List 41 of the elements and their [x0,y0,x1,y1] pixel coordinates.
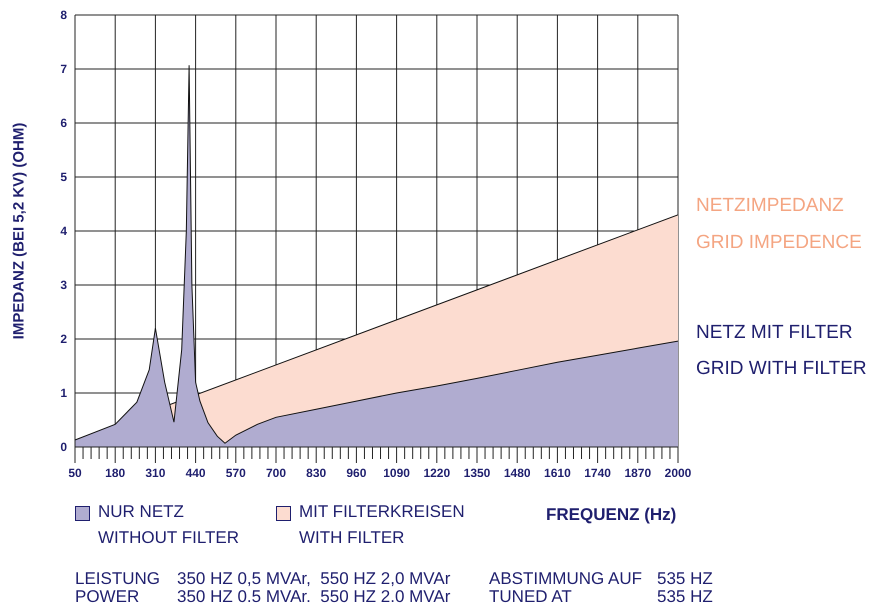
x-tick-label: 1610 [544,466,572,480]
y-tick-label: 8 [60,8,67,22]
text: TUNED AT [489,587,573,606]
y-tick-label: 4 [60,224,67,238]
y-axis-title: IMPEDANZ (BEI 5,2 KV) (OHM) [10,122,28,340]
text: GRID WITH FILTER [696,358,867,380]
text: 350 HZ 0.5 MVAr. 550 HZ 2.0 MVAr [177,587,452,606]
y-tick-label: 1 [60,386,67,400]
text: POWER [75,587,140,606]
text: GRID IMPEDENCE [696,232,862,254]
x-tick-label: 1740 [584,466,612,480]
x-tick-label: 1220 [423,466,450,480]
legend-label: NUR NETZ WITHOUT FILTER [98,501,240,549]
x-tick-label: 1090 [383,466,410,480]
text: ABSTIMMUNG AUF [489,569,644,588]
y-tick-label: 5 [60,170,67,184]
x-tick-label: 50 [68,466,82,480]
text: 350 HZ 0,5 MVAr, 550 HZ 2,0 MVAr [177,569,452,588]
text: 535 HZ [657,587,713,606]
x-tick-label: 440 [186,466,206,480]
legend-label: MIT FILTERKREISEN WITH FILTER [299,501,466,549]
x-axis-title: FREQUENZ (Hz) [546,505,676,525]
x-tick-label: 1480 [504,466,531,480]
y-tick-label: 6 [60,116,67,130]
text: NETZ MIT FILTER [696,322,853,344]
x-tick-label: 830 [306,466,327,480]
x-tick-label: 180 [105,466,126,480]
y-tick-label: 0 [60,440,67,454]
x-tick-label: 2000 [664,466,692,480]
x-tick-label: 1350 [464,466,491,480]
y-tick-label: 7 [60,62,67,76]
x-tick-label: 310 [145,466,166,480]
y-tick-label: 3 [60,278,67,292]
x-tick-label: 700 [266,466,286,480]
y-tick-label: 2 [60,332,67,346]
text: 535 HZ [657,569,713,588]
x-tick-label: 1870 [624,466,652,480]
x-tick-label: 570 [226,466,246,480]
text: NETZIMPEDANZ [696,195,844,217]
text: LEISTUNG [75,569,162,588]
x-tick-label: 960 [346,466,367,480]
